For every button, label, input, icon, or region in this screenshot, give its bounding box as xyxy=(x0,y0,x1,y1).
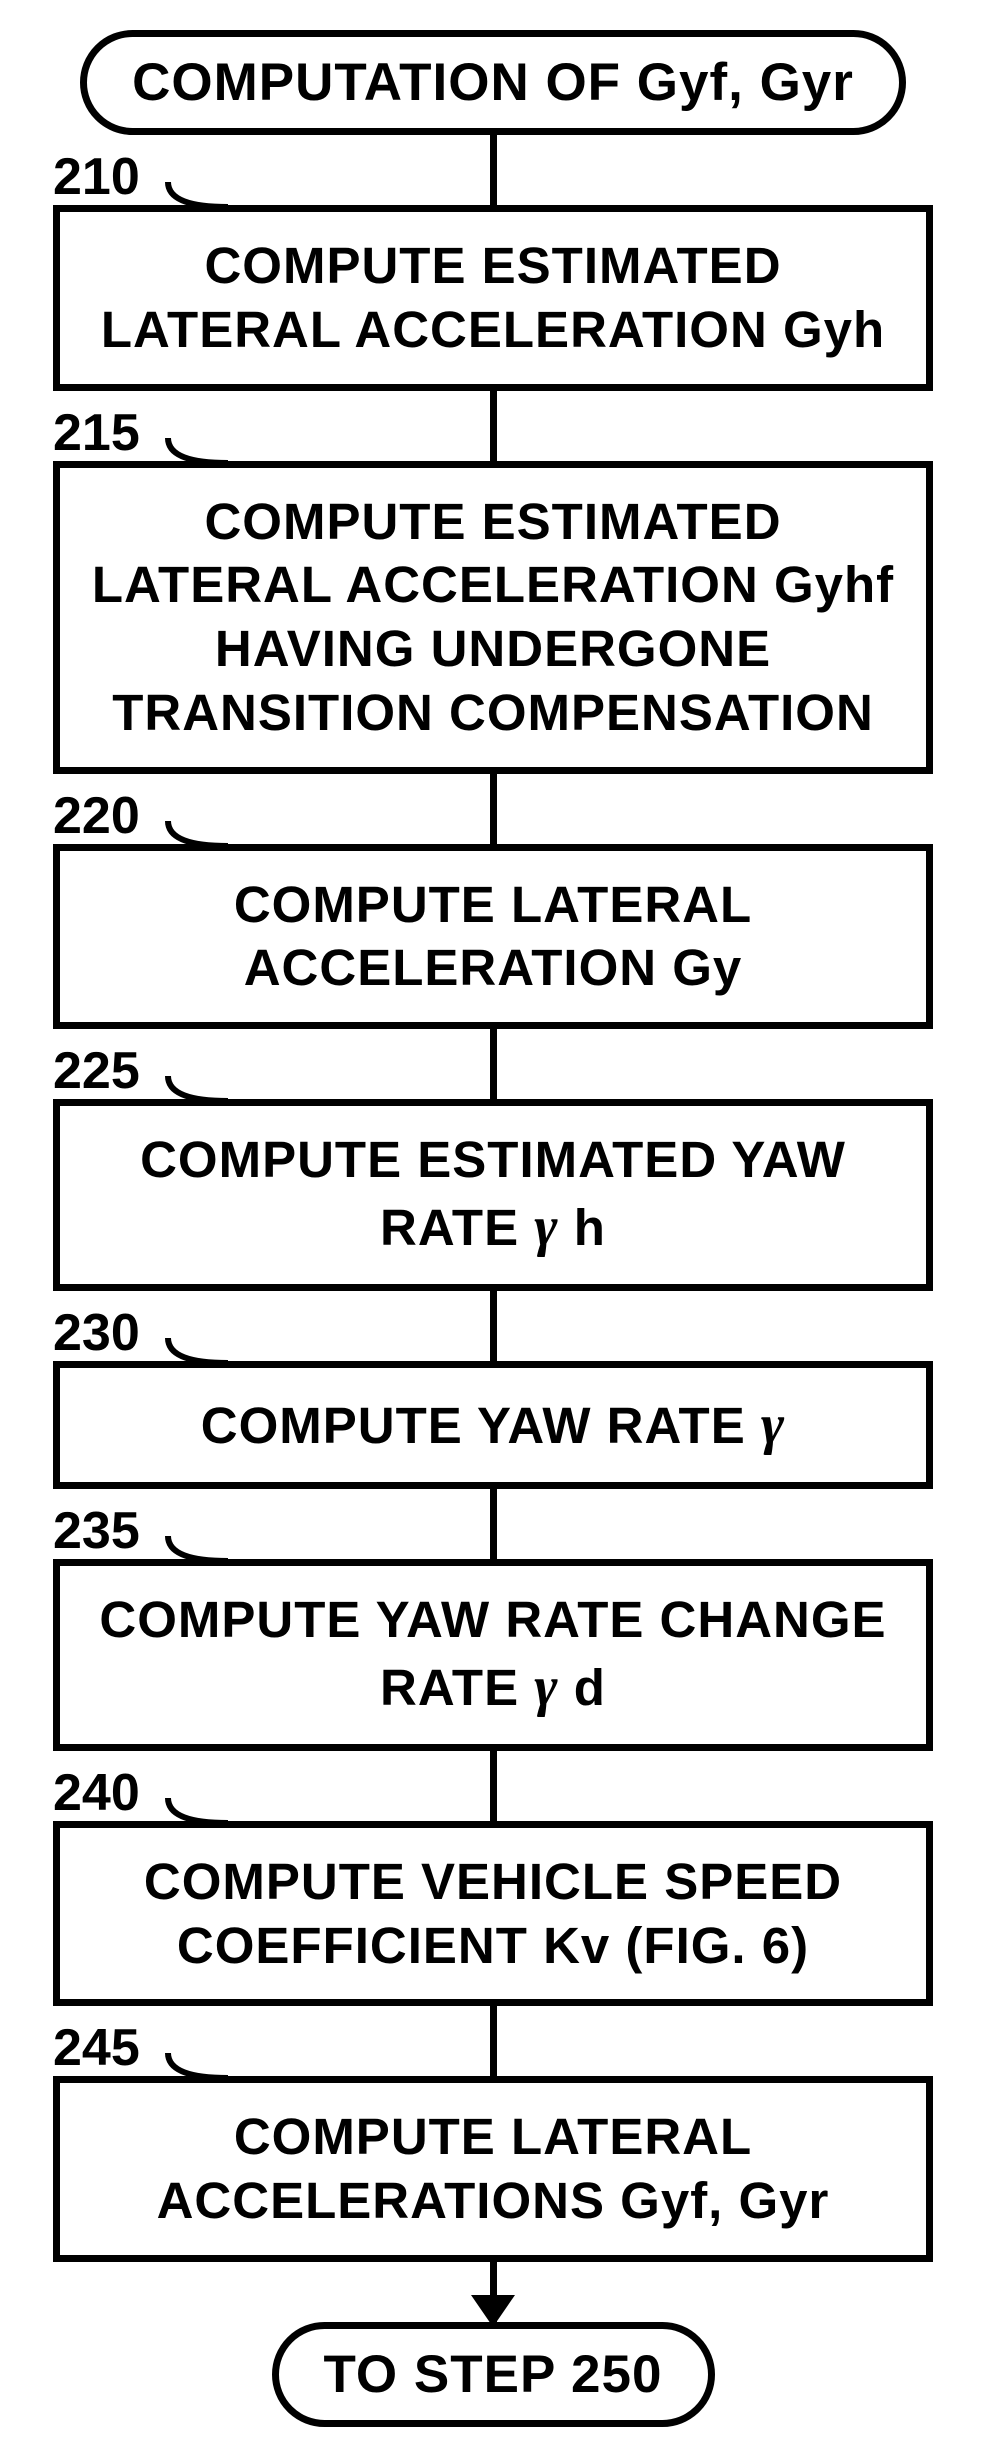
arrow-down xyxy=(490,2262,497,2322)
step-text: ACCELERATION Gy xyxy=(244,939,743,996)
connector xyxy=(490,1751,497,1821)
step-text: COMPUTE ESTIMATED xyxy=(204,493,781,550)
step-215-wrapper: 215 COMPUTE ESTIMATED LATERAL ACCELERATI… xyxy=(23,461,963,774)
step-number: 235 xyxy=(53,1501,140,1561)
step-number: 215 xyxy=(53,403,140,463)
step-text: COMPUTE LATERAL xyxy=(234,876,752,933)
label-curve xyxy=(163,2048,233,2083)
step-number: 240 xyxy=(53,1763,140,1823)
label-curve xyxy=(163,816,233,851)
connector xyxy=(490,1291,497,1361)
start-terminal: COMPUTATION OF Gyf, Gyr xyxy=(80,30,906,135)
connector xyxy=(490,1029,497,1099)
step-245-wrapper: 245 COMPUTE LATERAL ACCELERATIONS Gyf, G… xyxy=(23,2076,963,2262)
step-235-wrapper: 235 COMPUTE YAW RATE CHANGERATE γ d xyxy=(23,1559,963,1751)
flowchart-container: COMPUTATION OF Gyf, Gyr 210 COMPUTE ESTI… xyxy=(23,30,963,2427)
step-215-box: COMPUTE ESTIMATED LATERAL ACCELERATION G… xyxy=(53,461,933,774)
step-text: COEFFICIENT Kv (FIG. 6) xyxy=(177,1917,809,1974)
step-230-wrapper: 230 COMPUTE YAW RATE γ xyxy=(23,1361,963,1489)
step-240-wrapper: 240 COMPUTE VEHICLE SPEED COEFFICIENT Kv… xyxy=(23,1821,963,2007)
step-number: 225 xyxy=(53,1041,140,1101)
step-text: COMPUTE LATERAL xyxy=(234,2108,752,2165)
label-curve xyxy=(163,1793,233,1828)
step-text: COMPUTE VEHICLE SPEED xyxy=(144,1853,842,1910)
label-curve xyxy=(163,433,233,468)
step-text: COMPUTE ESTIMATED xyxy=(204,237,781,294)
step-text: LATERAL ACCELERATION Gyh xyxy=(101,301,885,358)
step-220-box: COMPUTE LATERAL ACCELERATION Gy xyxy=(53,844,933,1030)
label-curve xyxy=(163,1531,233,1566)
step-245-box: COMPUTE LATERAL ACCELERATIONS Gyf, Gyr xyxy=(53,2076,933,2262)
start-label: COMPUTATION OF Gyf, Gyr xyxy=(132,53,854,112)
step-230-box: COMPUTE YAW RATE γ xyxy=(53,1361,933,1489)
label-curve xyxy=(163,1333,233,1368)
step-210-wrapper: 210 COMPUTE ESTIMATED LATERAL ACCELERATI… xyxy=(23,205,963,391)
label-curve xyxy=(163,1071,233,1106)
step-text: TRANSITION COMPENSATION xyxy=(112,684,874,741)
step-240-box: COMPUTE VEHICLE SPEED COEFFICIENT Kv (FI… xyxy=(53,1821,933,2007)
step-number: 245 xyxy=(53,2018,140,2078)
step-225-wrapper: 225 COMPUTE ESTIMATED YAWRATE γ h xyxy=(23,1099,963,1291)
connector xyxy=(490,1489,497,1559)
step-text: LATERAL ACCELERATION Gyhf xyxy=(92,556,894,613)
connector xyxy=(490,774,497,844)
connector xyxy=(490,2006,497,2076)
connector xyxy=(490,135,497,205)
step-225-box: COMPUTE ESTIMATED YAWRATE γ h xyxy=(53,1099,933,1291)
step-text: HAVING UNDERGONE xyxy=(215,620,771,677)
step-text: ACCELERATIONS Gyf, Gyr xyxy=(157,2172,830,2229)
step-number: 220 xyxy=(53,786,140,846)
end-terminal: TO STEP 250 xyxy=(272,2322,715,2427)
step-number: 230 xyxy=(53,1303,140,1363)
step-number: 210 xyxy=(53,147,140,207)
step-235-box: COMPUTE YAW RATE CHANGERATE γ d xyxy=(53,1559,933,1751)
label-curve xyxy=(163,177,233,212)
connector xyxy=(490,391,497,461)
step-210-box: COMPUTE ESTIMATED LATERAL ACCELERATION G… xyxy=(53,205,933,391)
step-220-wrapper: 220 COMPUTE LATERAL ACCELERATION Gy xyxy=(23,844,963,1030)
